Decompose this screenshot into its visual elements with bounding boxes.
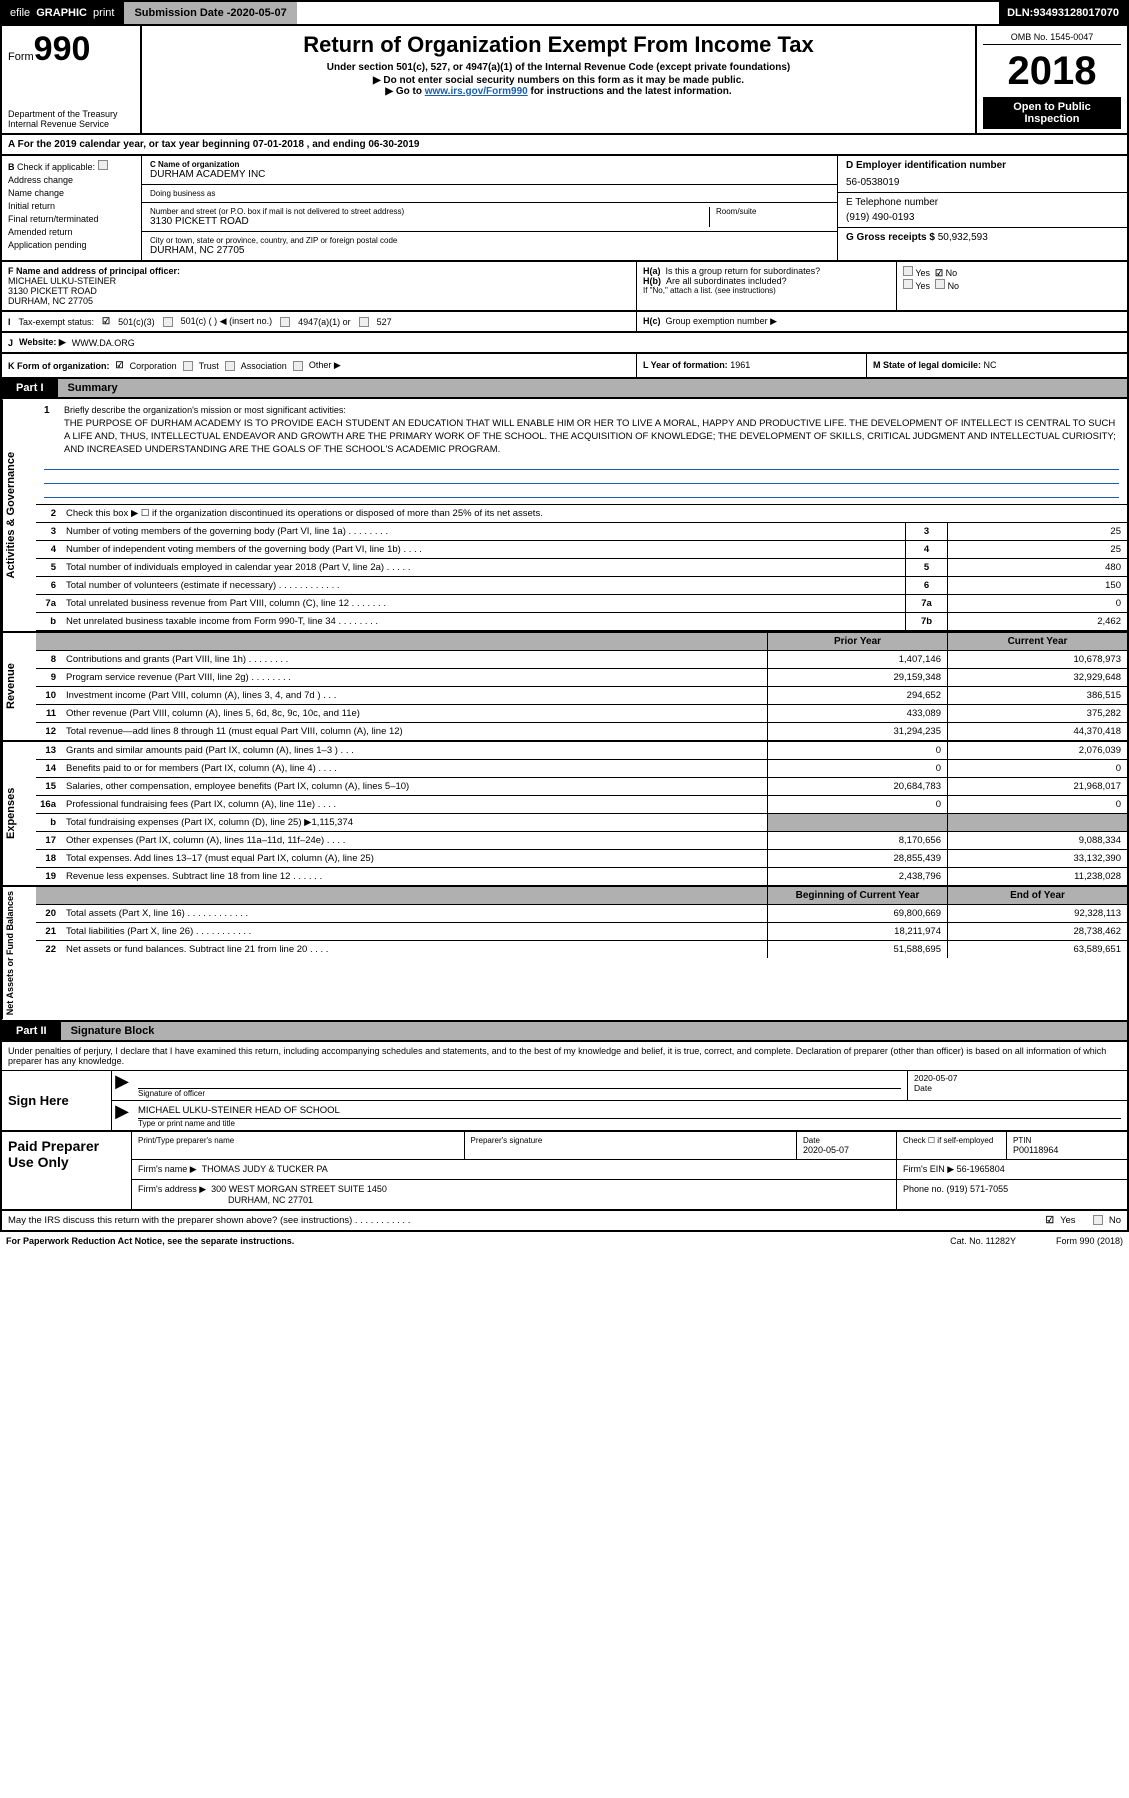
firm-phone: (919) 571-7055	[947, 1184, 1009, 1194]
summary-row: 17Other expenses (Part IX, column (A), l…	[36, 832, 1127, 850]
summary-row: 7aTotal unrelated business revenue from …	[36, 595, 1127, 613]
net-assets-section: Net Assets or Fund Balances Beginning of…	[0, 887, 1129, 1021]
omb-number: OMB No. 1545-0047	[983, 30, 1121, 45]
dept-treasury: Department of the Treasury Internal Reve…	[8, 109, 134, 129]
efile-print[interactable]: print	[93, 7, 114, 19]
summary-row: bTotal fundraising expenses (Part IX, co…	[36, 814, 1127, 832]
summary-row: 2Check this box ▶ ☐ if the organization …	[36, 505, 1127, 523]
gross-receipts: 50,932,593	[938, 232, 988, 243]
officer-name-title: MICHAEL ULKU-STEINER HEAD OF SCHOOL	[138, 1103, 1121, 1119]
form-subtitle-1: Under section 501(c), 527, or 4947(a)(1)…	[150, 62, 967, 73]
summary-row: 19Revenue less expenses. Subtract line 1…	[36, 868, 1127, 885]
summary-row: 16aProfessional fundraising fees (Part I…	[36, 796, 1127, 814]
website-url: WWW.DA.ORG	[72, 338, 135, 348]
firm-ein: 56-1965804	[957, 1164, 1005, 1174]
box-b: B Check if applicable: Address change Na…	[2, 156, 142, 260]
page-footer: For Paperwork Reduction Act Notice, see …	[0, 1232, 1129, 1250]
ein: 56-0538019	[846, 171, 1119, 188]
checkbox-icon[interactable]	[293, 361, 303, 371]
mission-statement: 1Briefly describe the organization's mis…	[36, 399, 1127, 505]
paid-preparer-block: Paid Preparer Use Only Print/Type prepar…	[0, 1132, 1129, 1211]
box-c: C Name of organization DURHAM ACADEMY IN…	[142, 156, 837, 260]
rule-line	[44, 456, 1119, 470]
checkbox-icon[interactable]	[98, 160, 108, 170]
year-columns-header: Prior Year Current Year	[36, 633, 1127, 651]
summary-row: 18Total expenses. Add lines 13–17 (must …	[36, 850, 1127, 868]
efile-prefix: efile	[10, 7, 30, 19]
open-to-public: Open to Public Inspection	[983, 97, 1121, 129]
dln: DLN: 93493128017070	[999, 2, 1127, 24]
summary-row: 8Contributions and grants (Part VIII, li…	[36, 651, 1127, 669]
tax-year: 2018	[983, 45, 1121, 97]
summary-row: 6Total number of volunteers (estimate if…	[36, 577, 1127, 595]
identity-block: B Check if applicable: Address change Na…	[0, 156, 1129, 262]
summary-row: 22Net assets or fund balances. Subtract …	[36, 941, 1127, 958]
street-address: 3130 PICKETT ROAD	[150, 216, 709, 227]
form-subtitle-3: ▶ Go to www.irs.gov/Form990 for instruct…	[150, 86, 967, 97]
summary-row: 13Grants and similar amounts paid (Part …	[36, 742, 1127, 760]
check-icon: ☑	[935, 268, 943, 278]
summary-row: 15Salaries, other compensation, employee…	[36, 778, 1127, 796]
checkbox-icon[interactable]	[163, 317, 173, 327]
checkbox-icon[interactable]	[183, 361, 193, 371]
activities-governance-section: Activities & Governance 1Briefly describ…	[0, 399, 1129, 633]
summary-row: bNet unrelated business taxable income f…	[36, 613, 1127, 631]
checkbox-icon[interactable]	[935, 279, 945, 289]
form-header: Form990 Department of the Treasury Inter…	[0, 26, 1129, 135]
irs-discuss-row: May the IRS discuss this return with the…	[0, 1211, 1129, 1232]
irs-link[interactable]: www.irs.gov/Form990	[425, 86, 528, 97]
summary-row: 10Investment income (Part VIII, column (…	[36, 687, 1127, 705]
form-title: Return of Organization Exempt From Incom…	[150, 32, 967, 58]
row-i: I Tax-exempt status: ☑501(c)(3) 501(c) (…	[0, 312, 1129, 333]
arrow-icon: ▶	[112, 1071, 132, 1100]
summary-row: 20Total assets (Part X, line 16) . . . .…	[36, 905, 1127, 923]
firm-name: THOMAS JUDY & TUCKER PA	[202, 1164, 328, 1174]
checkbox-icon[interactable]	[280, 317, 290, 327]
summary-row: 14Benefits paid to or for members (Part …	[36, 760, 1127, 778]
arrow-icon: ▶	[112, 1101, 132, 1130]
rule-line	[44, 470, 1119, 484]
check-icon: ☑	[1046, 1215, 1055, 1226]
telephone: (919) 490-0193	[846, 208, 1119, 223]
check-icon: ☑	[102, 316, 110, 327]
topbar: efile GRAPHIC print Submission Date - 20…	[0, 0, 1129, 26]
submission-date: Submission Date - 2020-05-07	[122, 2, 296, 24]
signature-block: Under penalties of perjury, I declare th…	[0, 1042, 1129, 1132]
summary-row: 3Number of voting members of the governi…	[36, 523, 1127, 541]
form-number: Form990	[8, 30, 134, 69]
row-k-l-m: K Form of organization: ☑Corporation Tru…	[0, 354, 1129, 379]
part-1-header: Part I Summary	[0, 379, 1129, 399]
row-j: J Website: ▶ WWW.DA.ORG	[0, 333, 1129, 354]
row-f-h: F Name and address of principal officer:…	[0, 262, 1129, 312]
box-h: H(a) Is this a group return for subordin…	[637, 262, 897, 310]
balance-columns-header: Beginning of Current Year End of Year	[36, 887, 1127, 905]
revenue-section: Revenue Prior Year Current Year 8Contrib…	[0, 633, 1129, 742]
summary-row: 11Other revenue (Part VIII, column (A), …	[36, 705, 1127, 723]
box-h-answers: Yes ☑ No Yes No	[897, 262, 1127, 310]
city-state-zip: DURHAM, NC 27705	[150, 245, 829, 256]
part-2-header: Part II Signature Block	[0, 1022, 1129, 1042]
checkbox-icon[interactable]	[903, 266, 913, 276]
summary-row: 12Total revenue—add lines 8 through 11 (…	[36, 723, 1127, 740]
efile-graphic: GRAPHIC	[36, 7, 87, 19]
summary-row: 9Program service revenue (Part VIII, lin…	[36, 669, 1127, 687]
efile-banner: efile GRAPHIC print	[2, 2, 122, 24]
checkbox-icon[interactable]	[225, 361, 235, 371]
row-a-tax-year: A For the 2019 calendar year, or tax yea…	[0, 135, 1129, 156]
checkbox-icon[interactable]	[359, 317, 369, 327]
box-f: F Name and address of principal officer:…	[2, 262, 637, 310]
check-icon: ☑	[116, 360, 124, 371]
sign-here-label: Sign Here	[2, 1071, 112, 1130]
summary-row: 4Number of independent voting members of…	[36, 541, 1127, 559]
summary-row: 21Total liabilities (Part X, line 26) . …	[36, 923, 1127, 941]
box-d-e-g: D Employer identification number 56-0538…	[837, 156, 1127, 260]
rule-line	[44, 484, 1119, 498]
summary-row: 5Total number of individuals employed in…	[36, 559, 1127, 577]
org-name: DURHAM ACADEMY INC	[150, 169, 829, 180]
form-subtitle-2: ▶ Do not enter social security numbers o…	[150, 75, 967, 86]
expenses-section: Expenses 13Grants and similar amounts pa…	[0, 742, 1129, 887]
checkbox-icon[interactable]	[1093, 1215, 1103, 1225]
checkbox-icon[interactable]	[903, 279, 913, 289]
